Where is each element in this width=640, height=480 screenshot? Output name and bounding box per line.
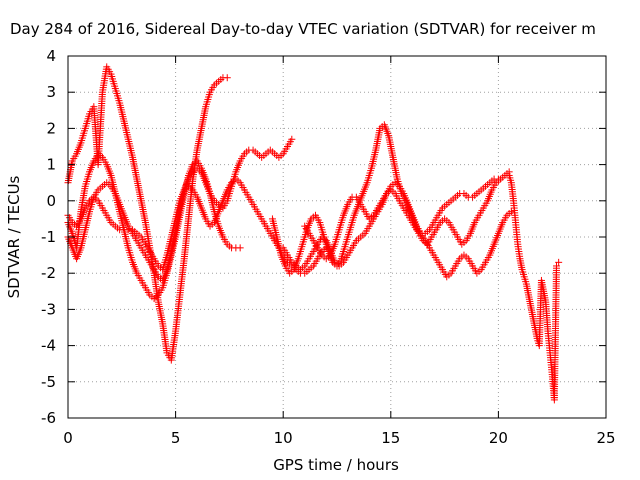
data-point-series-7 bbox=[553, 262, 561, 270]
x-tick-label: 25 bbox=[596, 429, 615, 447]
x-tick-label: 10 bbox=[274, 429, 293, 447]
x-tick-label: 15 bbox=[381, 429, 400, 447]
y-tick-label: 0 bbox=[46, 192, 56, 210]
x-tick-label: 5 bbox=[171, 429, 181, 447]
y-axis-title: SDTVAR / TECUs bbox=[5, 175, 23, 298]
y-tick-label: 2 bbox=[46, 119, 56, 137]
x-tick-label: 20 bbox=[489, 429, 508, 447]
y-tick-label: 3 bbox=[46, 83, 56, 101]
data-points bbox=[64, 63, 563, 404]
y-tick-label: -5 bbox=[41, 373, 56, 391]
y-tick-label: 1 bbox=[46, 156, 56, 174]
data-point-series-2 bbox=[288, 135, 296, 143]
y-tick-label: 4 bbox=[46, 47, 56, 65]
x-axis-title: GPS time / hours bbox=[273, 456, 399, 474]
y-tick-label: -4 bbox=[41, 337, 56, 355]
data-point-series-6 bbox=[494, 175, 502, 183]
chart-title: Day 284 of 2016, Sidereal Day-to-day VTE… bbox=[10, 20, 596, 38]
axis-ticks bbox=[67, 55, 607, 419]
y-tick-label: -2 bbox=[41, 264, 56, 282]
y-tick-label: -3 bbox=[41, 300, 56, 318]
data-point-series-7 bbox=[555, 258, 563, 266]
data-point-series-5 bbox=[507, 208, 515, 216]
data-point-series-0 bbox=[223, 74, 231, 82]
y-tick-label: -1 bbox=[41, 228, 56, 246]
y-tick-label: -6 bbox=[41, 409, 56, 427]
data-point-series-1 bbox=[236, 244, 244, 252]
x-tick-label: 0 bbox=[63, 429, 73, 447]
